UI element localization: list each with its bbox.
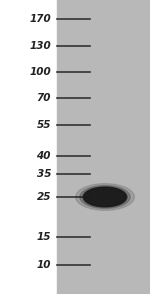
Ellipse shape	[76, 183, 134, 211]
Ellipse shape	[83, 187, 127, 207]
Text: 55: 55	[36, 120, 51, 130]
Text: 35: 35	[36, 169, 51, 179]
Text: 130: 130	[29, 41, 51, 51]
Text: 40: 40	[36, 151, 51, 161]
Ellipse shape	[84, 188, 126, 206]
Text: 170: 170	[29, 14, 51, 24]
Bar	[57, 0, 150, 294]
Text: 10: 10	[36, 260, 51, 270]
Text: 15: 15	[36, 232, 51, 242]
Text: 70: 70	[36, 93, 51, 103]
Bar	[0, 0, 57, 294]
Text: 100: 100	[29, 67, 51, 77]
Text: 25: 25	[36, 192, 51, 202]
Ellipse shape	[80, 186, 130, 208]
